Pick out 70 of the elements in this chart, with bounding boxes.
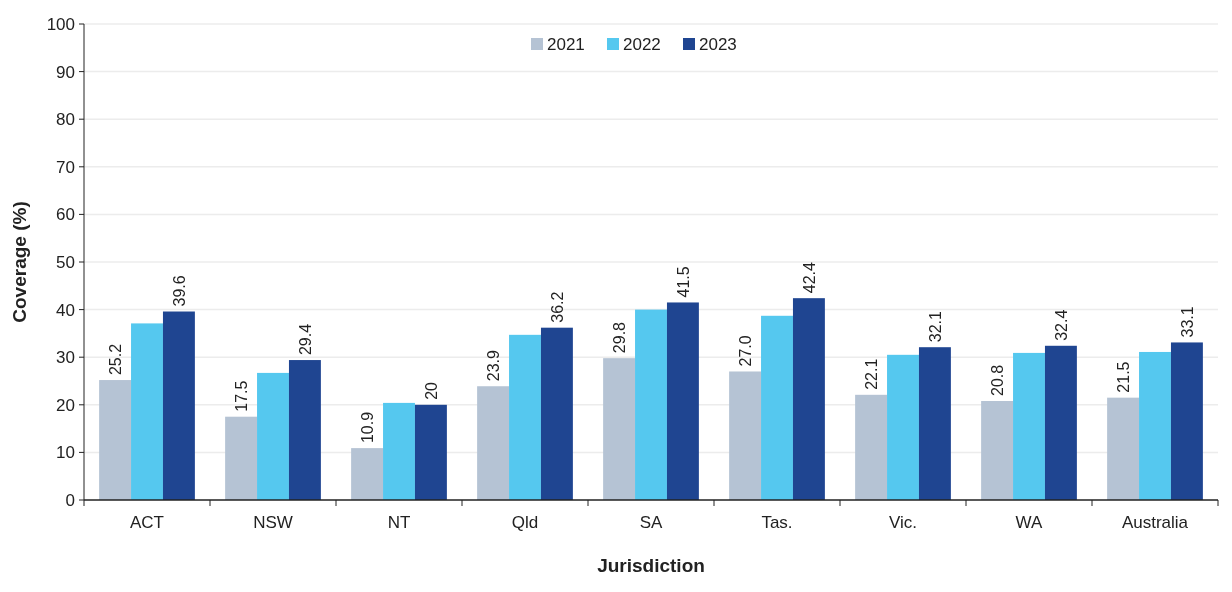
data-label: 32.1 xyxy=(926,310,944,343)
y-tick-label: 30 xyxy=(56,348,75,368)
bar xyxy=(414,404,447,500)
data-label: 29.4 xyxy=(296,323,314,356)
bar xyxy=(918,347,951,500)
bar xyxy=(540,327,573,500)
bar xyxy=(131,323,163,500)
bar xyxy=(729,371,762,500)
bar xyxy=(1107,397,1140,500)
bar xyxy=(99,380,132,500)
data-label: 33.1 xyxy=(1178,306,1196,338)
x-tick-label: NSW xyxy=(253,513,293,532)
y-tick-label: 60 xyxy=(56,205,75,225)
bar xyxy=(855,394,888,500)
y-axis-title: Coverage (%) xyxy=(9,201,30,323)
data-label: 41.5 xyxy=(674,266,692,298)
data-label: 21.5 xyxy=(1115,361,1133,393)
x-tick-label: Australia xyxy=(1121,513,1189,532)
x-axis-title: Jurisdiction xyxy=(597,555,705,576)
y-tick-label: 20 xyxy=(56,395,75,415)
data-label: 20 xyxy=(422,381,440,400)
x-tick-label: ACT xyxy=(130,513,164,532)
x-tick-label: Qld xyxy=(511,513,539,532)
bar xyxy=(1044,345,1077,500)
bar xyxy=(162,311,195,500)
y-tick-label: 10 xyxy=(56,443,75,463)
bar xyxy=(1139,351,1171,500)
bar xyxy=(509,334,541,500)
y-tick-label: 50 xyxy=(56,252,75,272)
bar xyxy=(887,354,919,500)
data-label: 17.5 xyxy=(233,380,251,412)
data-label: 32.4 xyxy=(1052,309,1070,341)
data-label: 42.4 xyxy=(800,261,818,294)
x-tick-label: NT xyxy=(387,513,411,532)
y-tick-label: 40 xyxy=(56,300,75,320)
bar xyxy=(383,402,415,500)
data-label: 22.1 xyxy=(863,358,881,390)
bar xyxy=(288,360,321,500)
bar xyxy=(792,298,825,500)
legend-label: 2022 xyxy=(623,34,661,54)
data-label: 36.2 xyxy=(548,291,566,323)
bar xyxy=(257,372,289,500)
bar xyxy=(477,386,510,500)
y-tick-label: 100 xyxy=(46,14,75,34)
y-tick-label: 90 xyxy=(56,62,75,82)
data-label: 29.8 xyxy=(611,321,629,354)
data-label: 10.9 xyxy=(359,411,377,444)
legend-label: 2023 xyxy=(699,34,737,54)
bar xyxy=(1170,342,1203,500)
data-label: 39.6 xyxy=(170,275,188,307)
bar xyxy=(351,448,384,500)
bar xyxy=(1013,352,1045,500)
bar xyxy=(761,315,793,500)
bar xyxy=(635,309,667,500)
data-label: 23.9 xyxy=(485,349,503,382)
y-tick-label: 70 xyxy=(56,157,75,177)
bar xyxy=(603,358,636,500)
data-label: 27.0 xyxy=(737,335,755,367)
bar xyxy=(666,302,699,500)
x-tick-label: Vic. xyxy=(888,513,918,532)
data-label: 25.2 xyxy=(107,343,125,376)
y-tick-label: 0 xyxy=(65,490,75,510)
data-label: 20.8 xyxy=(989,364,1007,396)
bar xyxy=(225,416,258,500)
x-tick-label: Tas. xyxy=(761,513,793,532)
x-tick-label: SA xyxy=(639,513,663,532)
y-tick-label: 80 xyxy=(56,110,75,130)
bar xyxy=(981,400,1014,500)
x-tick-label: WA xyxy=(1015,513,1044,532)
legend-label: 2021 xyxy=(547,34,585,54)
